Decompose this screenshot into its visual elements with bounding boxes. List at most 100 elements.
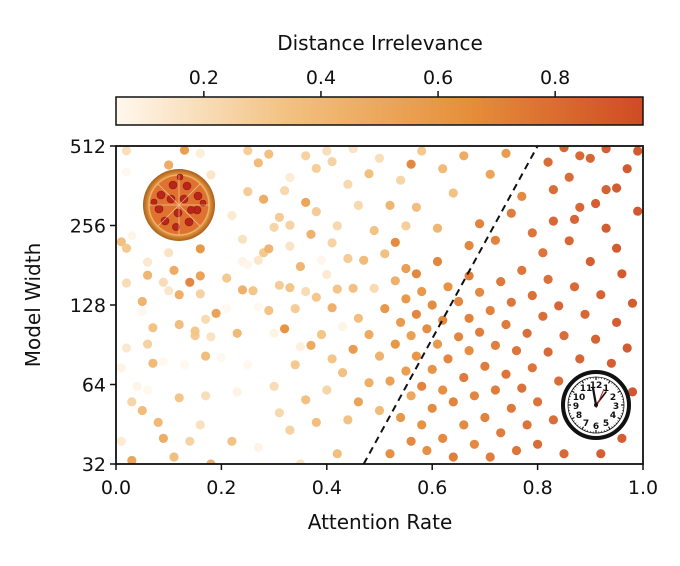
data-point (385, 449, 395, 459)
data-point (195, 148, 205, 158)
data-point (259, 194, 269, 204)
data-point (480, 412, 490, 423)
data-point (301, 151, 311, 161)
data-point (232, 387, 242, 397)
data-point (206, 332, 216, 342)
data-point (564, 172, 574, 182)
data-point (401, 221, 411, 231)
data-point (327, 354, 337, 364)
data-point (348, 146, 358, 154)
data-point (343, 415, 353, 425)
data-point (327, 303, 337, 313)
data-point (612, 183, 622, 193)
data-point (490, 385, 500, 395)
data-point (364, 378, 374, 388)
data-point (222, 273, 232, 283)
data-point (295, 459, 305, 464)
data-point (432, 223, 443, 233)
data-point (116, 363, 126, 373)
data-point (448, 452, 458, 462)
data-point (475, 327, 485, 337)
data-point (243, 360, 253, 370)
data-point (164, 160, 174, 170)
data-point (596, 290, 606, 300)
data-point (343, 253, 353, 264)
data-point (422, 324, 432, 334)
data-point (332, 449, 342, 459)
data-point (427, 403, 437, 413)
boundary-line (362, 145, 539, 465)
data-point (222, 304, 232, 314)
data-point (269, 328, 279, 338)
data-point (406, 159, 416, 169)
data-point (322, 146, 332, 156)
data-point (506, 297, 516, 307)
x-axis: 0.0 0.2 0.4 0.6 0.8 1.0 (101, 464, 658, 499)
data-point (369, 283, 379, 293)
data-point (269, 222, 279, 232)
svg-text:12: 12 (590, 381, 603, 391)
x-tick-label: 0.8 (522, 477, 552, 499)
data-point (380, 249, 390, 259)
data-point (390, 339, 400, 349)
colorbar-tick-label: 0.2 (189, 67, 219, 89)
data-point (406, 391, 416, 401)
colorbar-ticks: 0.2 0.4 0.6 0.8 (189, 67, 570, 97)
data-point (475, 219, 485, 229)
data-point (469, 439, 479, 449)
data-point (316, 329, 327, 340)
data-point (601, 146, 611, 154)
data-point (206, 459, 216, 464)
data-point (301, 395, 311, 405)
data-point (554, 376, 564, 386)
data-point (280, 186, 290, 196)
data-point (569, 214, 580, 224)
data-points (116, 146, 643, 464)
data-point (148, 358, 158, 368)
data-point (369, 225, 379, 236)
data-point (364, 169, 374, 179)
data-point (443, 282, 453, 292)
data-point (627, 387, 638, 397)
data-point (617, 269, 627, 279)
data-point (143, 339, 153, 349)
data-point (633, 146, 643, 156)
data-point (316, 255, 327, 265)
data-point (237, 285, 248, 295)
data-point (348, 344, 358, 354)
svg-text:11: 11 (580, 384, 593, 394)
data-point (132, 381, 142, 391)
data-point (121, 343, 132, 353)
colorbar-gradient (115, 96, 644, 126)
data-point (380, 304, 390, 314)
data-point (591, 198, 601, 209)
colorbar-tick-label: 0.8 (540, 67, 570, 89)
data-point (401, 366, 411, 376)
data-point (417, 381, 427, 391)
data-point (374, 351, 385, 361)
data-point (143, 257, 153, 267)
data-point (527, 363, 537, 373)
data-point (338, 368, 348, 378)
data-point (243, 146, 253, 156)
data-point (353, 397, 363, 407)
data-point (353, 200, 363, 210)
data-point (485, 452, 495, 462)
x-axis-label: Attention Rate (308, 510, 453, 534)
data-point (406, 436, 416, 446)
data-point (285, 425, 295, 435)
data-point (517, 383, 527, 393)
data-point (517, 191, 527, 201)
data-point (311, 163, 321, 173)
data-point (143, 270, 153, 280)
data-point (164, 286, 174, 296)
data-point (490, 340, 500, 350)
data-point (174, 393, 184, 403)
data-point (269, 381, 279, 391)
data-point (448, 397, 458, 407)
data-point (627, 298, 638, 308)
data-point (195, 271, 205, 281)
data-point (559, 331, 569, 341)
